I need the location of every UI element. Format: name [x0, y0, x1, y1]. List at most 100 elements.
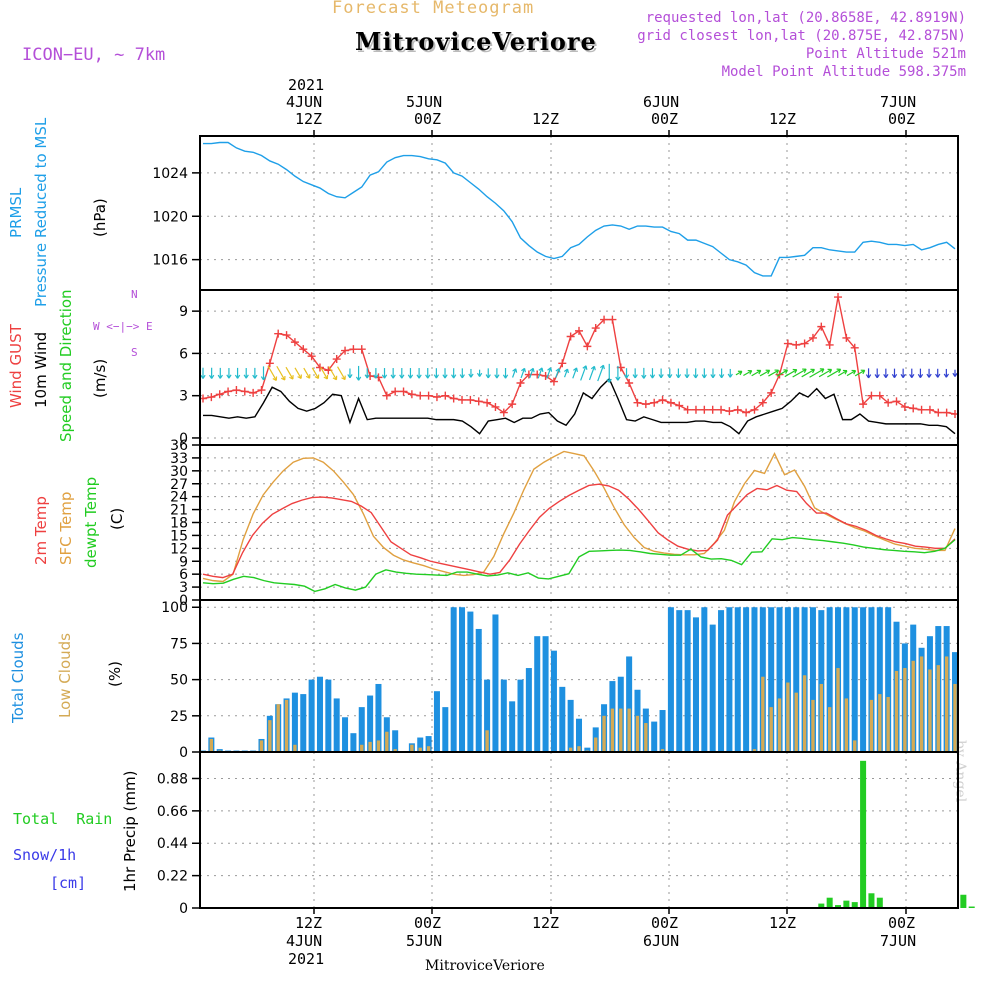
bottom-date-6jun: 6JUN [643, 932, 680, 950]
wind-gust-line [202, 296, 956, 415]
wind-gust-line-point [299, 345, 308, 354]
total-cloud-bar [751, 607, 758, 752]
low-cloud-bar [284, 699, 289, 752]
total-cloud-bar [868, 607, 875, 752]
wind-gust-line-point [783, 339, 792, 348]
wind-gust-line-point [834, 293, 843, 302]
wind-direction-arrowhead [943, 373, 950, 378]
wind-gust-line-point [683, 405, 692, 414]
total-cloud-bar [325, 679, 332, 752]
wind-gust-line-point [441, 391, 450, 400]
wind-direction-arrow [512, 368, 517, 378]
wind-direction-arrowhead [935, 373, 941, 378]
precip-label-cm: [cm] [50, 874, 87, 892]
precip-bar [960, 894, 967, 908]
total-cloud-bar [667, 607, 674, 752]
temperature-ytick-label: 21 [170, 503, 188, 519]
wind-gust-line-point [892, 397, 901, 406]
low-cloud-bar [426, 746, 431, 752]
wind-gust-line-point [675, 401, 684, 410]
wind-direction-arrowhead [756, 369, 762, 375]
wind-direction-arrow [285, 366, 294, 380]
wind-gust-line-point [491, 402, 500, 411]
top-time-12z-c: 12Z [769, 110, 797, 128]
wind-direction-arrowhead [272, 376, 278, 381]
wind-direction-arrowhead [693, 374, 699, 379]
wind-gust-line-point [416, 391, 425, 400]
total-cloud-bar [843, 607, 850, 752]
low-cloud-bar [944, 656, 949, 752]
wind-direction-arrowhead [355, 376, 362, 381]
wind-direction-arrow [827, 368, 841, 378]
wind-ytick-label: 6 [179, 346, 188, 362]
wind-direction-arrowhead [521, 367, 527, 373]
wind-direction-arrow [854, 369, 866, 377]
wind-direction-arrowhead [433, 374, 440, 379]
total-cloud-bar [701, 607, 708, 752]
wind-direction-arrowhead [555, 368, 561, 373]
total-cloud-bar [743, 607, 750, 752]
low-cloud-bar [919, 656, 924, 752]
bottom-date-5jun: 5JUN [406, 932, 443, 950]
wind-gust-line-point [215, 390, 224, 399]
compass-north: N [131, 288, 138, 301]
wind-direction-arrowhead [792, 368, 798, 374]
precipitation-ytick-label: 0.66 [157, 804, 188, 820]
point-altitude: Point Altitude 521m [805, 46, 966, 62]
wind-gust-line-point [717, 405, 726, 414]
wind-direction-arrow [838, 370, 848, 377]
wind-gust-line-point [925, 405, 934, 414]
temperature-ytick-label: 15 [170, 528, 188, 544]
wind-direction-arrowhead [407, 374, 414, 379]
wind-direction-arrowhead [718, 374, 725, 379]
wind-gust-line-point [742, 408, 751, 417]
total-cloud-bar [358, 707, 365, 752]
temperature-ytick-label: 33 [170, 451, 188, 467]
low-cloud-bar [594, 737, 598, 752]
wind-direction-arrowhead [765, 369, 771, 375]
precipitation-ytick-label: 0.22 [157, 869, 188, 885]
wind-direction-arrowhead [529, 367, 535, 373]
temperature-ytick-label: 0 [179, 593, 188, 609]
model-label: ICON−EU, ~ 7km [22, 45, 166, 65]
wind-gust-line-point [332, 355, 341, 364]
wind-direction-arrowhead [917, 373, 924, 378]
wind-gust-line-point [700, 405, 709, 414]
total-cloud-bar [809, 607, 816, 752]
wind-gust-line-point [708, 405, 717, 414]
clouds-ytick-label: 50 [170, 673, 188, 689]
wind-gust-line-point [875, 391, 884, 400]
low-cloud-bar [627, 708, 631, 752]
total-cloud-bar [492, 614, 499, 752]
wind-direction-arrowhead [952, 372, 958, 377]
wind-gust-line-point [499, 408, 508, 417]
wind-direction-arrowhead [737, 370, 743, 376]
total-cloud-bar [433, 691, 440, 752]
bottom-time-00z-c: 00Z [888, 914, 916, 932]
wind-direction-arrowhead [851, 369, 857, 375]
wind-direction-arrowhead [459, 374, 465, 379]
low-cloud-bar [811, 699, 815, 752]
total-cloud-bar [876, 607, 883, 752]
wind-gust-line-point [817, 322, 826, 331]
total-cloud-bar [776, 607, 783, 752]
wind-ytick-label: 9 [179, 304, 188, 320]
wind-direction-arrow [555, 368, 560, 378]
wind-direction-arrow [846, 370, 856, 377]
low-cloud-bar [660, 749, 665, 752]
total-cloud-bar [768, 607, 775, 752]
temperature-ytick-label: 18 [170, 516, 188, 532]
wind-direction-arrow [303, 367, 311, 379]
low-cloud-bar [769, 707, 773, 752]
wind-direction-arrowhead [632, 374, 638, 379]
low-cloud-bar [293, 744, 297, 752]
wind-gust-line-point [641, 400, 650, 409]
temp-2m-line [202, 483, 956, 579]
total-cloud-bar [626, 656, 633, 752]
precipitation-panel-frame [199, 751, 959, 909]
total-cloud-bar [367, 695, 374, 752]
wind-direction-arrow [328, 366, 337, 381]
wind-gust-line-point [917, 405, 926, 414]
low-cloud-bar [393, 749, 397, 752]
model-altitude: Model Point Altitude 598.375m [721, 64, 966, 80]
